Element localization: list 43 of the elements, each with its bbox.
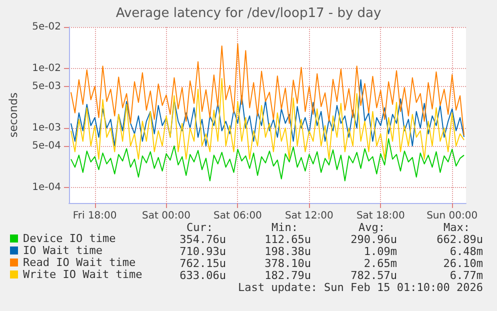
text: 662.89u [436,233,483,246]
line-series [70,43,465,136]
line-series [70,78,465,160]
y-tick-label: 5e-04 [32,140,61,152]
x-tick-label: Sun 00:00 [426,210,478,222]
text: 354.76u [180,233,226,246]
y-axis-title: seconds [7,92,20,138]
legend-label: Read IO Wait time [23,256,136,269]
text: 26.10m [443,257,483,270]
text: 710.93u [180,245,226,258]
y-tick-label: 5e-02 [32,22,61,32]
y-tick-label: 1e-02 [32,63,61,74]
text: 6.77m [450,269,483,282]
text: 2.65m [364,257,397,270]
text: Last update: Sun Feb 15 01:10:00 2026 [238,281,483,294]
y-tick-label: 1e-03 [32,122,61,134]
x-tick-label: Sat 06:00 [214,210,262,222]
x-tick-label: Sat 12:00 [284,210,334,222]
text: 290.96u [350,233,397,246]
legend-label: Device IO time [23,232,116,245]
y-tick-label: 1e-04 [32,182,61,194]
text: 633.06u [180,269,226,282]
text: 112.65u [264,233,311,246]
legend-label: Write IO Wait time [23,268,142,281]
text: 762.15u [180,257,226,270]
line-series [70,79,465,146]
x-tick-label: Sat 18:00 [356,210,405,222]
line-series [70,138,465,182]
text: 378.10u [264,257,311,270]
text: 198.38u [264,245,311,258]
x-tick-label: Sat 00:00 [142,210,190,222]
text: Avg: [358,221,385,234]
text: 1.09m [364,245,397,258]
chart-title: Average latency for /dev/loop17 - by day [116,6,382,21]
text: Max: [444,221,470,234]
text: Cur: [186,221,213,234]
legend-label: IO Wait time [23,244,102,257]
text: Min: [272,221,298,234]
text: 182.79u [264,269,311,282]
x-tick-label: Fri 18:00 [72,210,117,222]
text: 6.48m [450,245,483,258]
y-tick-label: 5e-03 [32,80,61,92]
text: 782.57u [350,269,397,282]
